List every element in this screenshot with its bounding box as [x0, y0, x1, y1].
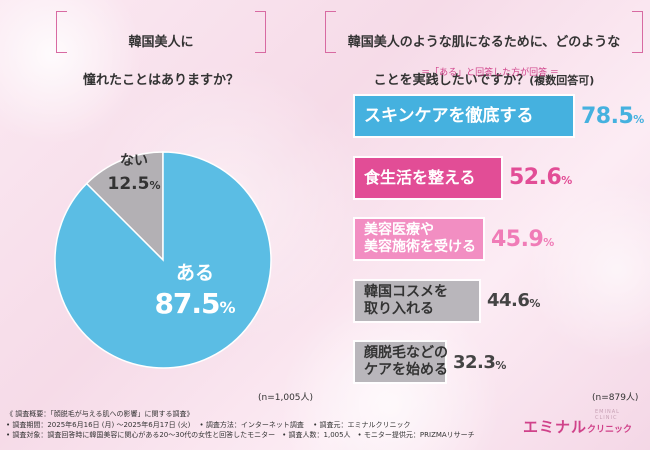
bar-value-number-5: 32.3	[453, 351, 496, 373]
bar-4	[355, 280, 479, 321]
pie-label-yes: ある 87.5%	[140, 258, 250, 320]
right-question: 韓国美人のような肌になるために、どのような ことを実践したいですか？(複数回答可…	[325, 11, 643, 109]
right-subhead: ＝「ある」と回答した方が回答 ＝	[421, 68, 559, 78]
bar-2	[355, 157, 501, 198]
pie-label-yes-value: 87.5	[154, 287, 220, 320]
bracket-left	[56, 11, 67, 53]
bar-value-number-3: 45.9	[491, 226, 544, 252]
pie-slice-yes	[54, 151, 272, 369]
logo-sub-text: クリニック	[587, 425, 633, 435]
bracket-left	[325, 11, 336, 53]
left-question-box: 韓国美人に 憧れたことはありますか？	[56, 11, 266, 88]
left-question-line1: 韓国美人に	[128, 35, 194, 50]
bar-value-unit-5: %	[495, 358, 506, 372]
bar-value-1: 78.5%	[581, 96, 644, 136]
bar-value-unit-2: %	[561, 174, 572, 187]
left-sample-size: (n=1,005人)	[258, 393, 314, 403]
pie-label-no-unit: %	[149, 179, 161, 192]
pie-label-no-value: 12.5	[107, 174, 150, 194]
bar-value-number-2: 52.6	[509, 165, 562, 190]
bar-value-number-4: 44.6	[487, 290, 530, 311]
bar-value-4: 44.6%	[487, 281, 540, 321]
right-sample-size: (n=879人)	[592, 393, 639, 403]
bar-label-3: 美容医療や 美容施術を受ける	[364, 222, 476, 255]
pie-slice-no	[85, 151, 164, 262]
bar-label-4: 韓国コスメを 取り入れる	[364, 283, 448, 317]
footer-line2: • 調査期間：2025年6月16日 (月) ～2025年6月17日 (火) • …	[6, 420, 411, 429]
pie-label-yes-unit: %	[219, 298, 236, 317]
pie-label-no-text: ない	[120, 153, 148, 169]
pie-label-no: ない 12.5%	[104, 150, 164, 194]
bar-label-2: 食生活を整える	[364, 167, 476, 187]
logo: EMINAL CLINIC エミナルクリニック	[523, 409, 633, 437]
bar-1	[355, 96, 573, 136]
bar-value-unit-4: %	[529, 297, 540, 310]
bracket-right	[632, 11, 643, 53]
logo-main-text: エミナル	[523, 418, 588, 436]
left-question: 韓国美人に 憧れたことはありますか？	[56, 11, 266, 109]
pie-label-yes-text: ある	[175, 262, 214, 284]
footer-line3: • 調査対象：調査回答時に韓国美容に関心がある20～30代の女性と回答したモニタ…	[6, 431, 475, 439]
bar-3	[355, 219, 483, 259]
logo-tiny-text: EMINAL CLINIC	[595, 409, 620, 421]
footer-line1: 《 調査概要：「顔脱毛が与える肌への影響」に関する調査》	[6, 410, 194, 418]
bar-value-unit-1: %	[633, 112, 644, 126]
bracket-right	[255, 11, 266, 53]
right-question-note: (複数回答可)	[529, 74, 595, 87]
bar-value-5: 32.3%	[453, 342, 506, 382]
right-question-line2: ことを実践したいですか？	[373, 73, 530, 88]
bar-value-number-1: 78.5	[581, 103, 634, 129]
left-question-line2: 憧れたことはありますか？	[82, 73, 239, 88]
bar-5	[355, 342, 445, 382]
right-question-box: 韓国美人のような肌になるために、どのような ことを実践したいですか？(複数回答可…	[325, 11, 643, 88]
bar-label-1: スキンケアを徹底する	[364, 106, 534, 126]
bar-label-5: 顔脱毛などの ケアを始める	[364, 345, 448, 378]
survey-footer: 《 調査概要：「顔脱毛が与える肌への影響」に関する調査》 • 調査期間：2025…	[6, 409, 516, 441]
bar-value-2: 52.6%	[509, 158, 572, 198]
bar-value-3: 45.9%	[491, 219, 554, 259]
right-question-line1: 韓国美人のような肌になるために、どのような	[347, 35, 621, 50]
bar-value-unit-3: %	[543, 235, 554, 249]
